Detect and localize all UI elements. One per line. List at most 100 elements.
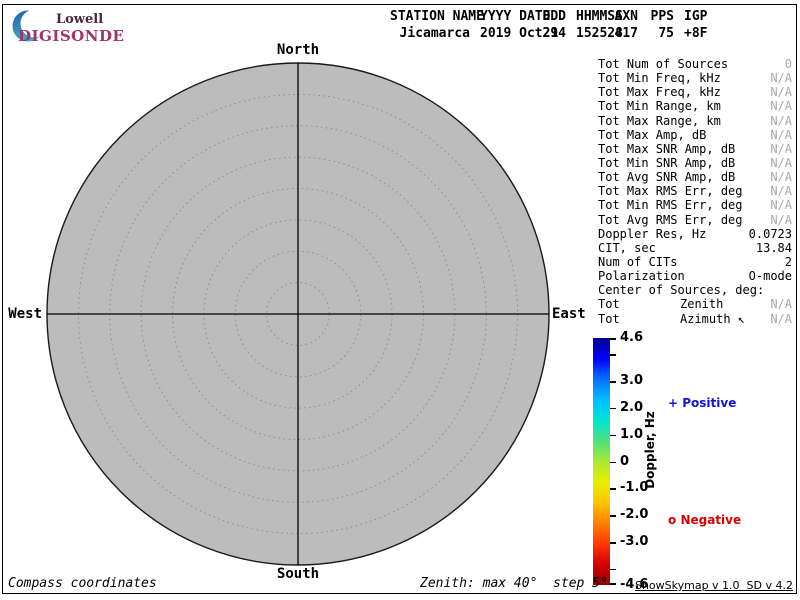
stat-value: 13.84	[755, 240, 792, 255]
stat-label: Tot	[598, 311, 620, 326]
colorbar-tick-label: 4.6	[620, 329, 644, 345]
header-column-value: 152528	[576, 26, 623, 41]
stat-value: N/A	[770, 311, 792, 326]
colorbar-tick	[610, 338, 616, 340]
footer-coordinate-system: Compass coordinates	[8, 576, 157, 591]
stat-value: N/A	[770, 127, 792, 142]
stat-row: Center of Sources, deg:	[598, 283, 792, 297]
stat-label: Doppler Res, Hz	[598, 226, 707, 241]
colorbar-tick-label: 1.0	[620, 426, 644, 442]
colorbar-tick-label: -1.0	[620, 480, 649, 496]
colorbar-tick	[610, 434, 616, 437]
colorbar-tick-label: -3.0	[620, 533, 649, 549]
stat-label: Tot Min Range, km	[598, 99, 721, 114]
stats-panel: Tot Num of Sources 0 Tot Min Freq, kHz N…	[598, 57, 792, 326]
header-column: YYYY DATE 2019 Oct21	[480, 8, 559, 42]
stat-label: Tot Max Freq, kHz	[598, 85, 721, 100]
compass-label-west: West	[8, 306, 42, 322]
crescent-icon	[12, 9, 49, 42]
compass-label-east: East	[552, 306, 586, 322]
colorbar-gradient	[593, 338, 610, 585]
stat-label: Tot Min Freq, kHz	[598, 71, 721, 86]
stat-row: Tot Avg RMS Err, deg N/A	[598, 213, 792, 227]
stat-label: Tot Min SNR Amp, dB	[598, 155, 736, 170]
header-column-label: PPS	[650, 9, 674, 24]
legend-positive: + Positive	[668, 396, 736, 410]
stat-label: Tot Min RMS Err, deg	[598, 198, 743, 213]
logo-lowell-text: Lowell	[56, 12, 104, 27]
stat-label: Polarization	[598, 269, 685, 284]
compass-label-south: South	[276, 566, 320, 582]
header-column-value: 2019 Oct21	[480, 26, 559, 41]
stat-row: Tot Max SNR Amp, dB N/A	[598, 142, 792, 156]
stat-value: 2	[784, 254, 792, 269]
stat-value: 0	[784, 57, 792, 71]
stat-value: N/A	[770, 184, 792, 199]
colorbar-tick	[610, 354, 616, 356]
legend-positive-label: Positive	[682, 396, 737, 410]
header-column-value: +8F	[684, 26, 708, 41]
lowell-digisonde-logo: Lowell DIGISONDE	[10, 7, 130, 47]
stat-label: Center of Sources, deg:	[598, 283, 765, 298]
plus-marker-icon: +	[668, 396, 679, 410]
stat-row: Tot Max RMS Err, deg N/A	[598, 184, 792, 198]
header-column-label: YYYY DATE	[480, 9, 551, 24]
stat-label: Tot Max Range, km	[598, 113, 721, 128]
colorbar-tick	[610, 380, 616, 383]
colorbar-tick-label: -4.6	[620, 576, 649, 592]
header-column-label: DDD	[542, 9, 566, 24]
colorbar-tick-label: 2.0	[620, 399, 644, 415]
stat-row: CIT, sec 13.84	[598, 241, 792, 255]
circle-marker-icon: o	[668, 513, 677, 527]
stat-label: Tot	[598, 297, 620, 312]
stat-row: Tot Zenith N/A	[598, 297, 792, 311]
stat-row: Tot Min Freq, kHz N/A	[598, 71, 792, 85]
stat-row: Tot Max Amp, dB N/A	[598, 128, 792, 142]
colorbar-tick-label: 0	[620, 453, 630, 469]
stat-row: Tot Min SNR Amp, dB N/A	[598, 156, 792, 170]
stat-label: Num of CITs	[598, 254, 678, 269]
stat-row: Tot Azimuth ↖ N/A	[598, 312, 792, 326]
colorbar-tick	[610, 568, 616, 571]
header-column: HHMMSS 152528	[576, 8, 623, 42]
stat-label: Tot Max Amp, dB	[598, 127, 707, 142]
colorbar-tick	[610, 407, 616, 410]
stat-value: N/A	[770, 113, 792, 128]
footer-zenith-range: Zenith: max 40° step 5°	[420, 576, 608, 591]
stat-row: Tot Max Range, km N/A	[598, 114, 792, 128]
skymap-polar-plot	[46, 62, 550, 566]
stat-row: Tot Max Freq, kHz N/A	[598, 85, 792, 99]
logo-digisonde-text: DIGISONDE	[18, 27, 125, 45]
colorbar-tick	[610, 461, 616, 464]
colorbar-tick	[610, 583, 616, 585]
colorbar-tick-label: -2.0	[620, 506, 649, 522]
stat-value: N/A	[770, 141, 792, 156]
header-column-value: Jicamarca	[399, 26, 470, 41]
stat-label: Tot Avg RMS Err, deg	[598, 212, 743, 227]
stat-label: CIT, sec	[598, 240, 656, 255]
header-column: STATION NAME Jicamarca	[390, 8, 484, 42]
header-column-label: STATION NAME	[390, 9, 484, 24]
header-column: PPS 75	[648, 8, 674, 42]
header-column: DDD 294	[516, 8, 566, 42]
stat-row: Tot Min RMS Err, deg N/A	[598, 198, 792, 212]
stat-value: N/A	[770, 85, 792, 100]
header-column-value: 294	[542, 26, 566, 41]
footer-version: ShowSkymap v 1.0 SD v 4.2	[634, 579, 793, 592]
stat-value: N/A	[770, 198, 792, 213]
stat-label: Tot Max SNR Amp, dB	[598, 141, 736, 156]
header-column-label: HHMMSS	[576, 9, 623, 24]
header-column-value: 75	[658, 26, 674, 41]
stat-row: Polarization O-mode	[598, 269, 792, 283]
stat-value: N/A	[770, 99, 792, 114]
stat-row: Tot Min Range, km N/A	[598, 99, 792, 113]
header-column: AXN 417	[612, 8, 638, 42]
stat-label: Tot Avg SNR Amp, dB	[598, 170, 736, 185]
colorbar-axis-label: Doppler, Hz	[643, 411, 657, 489]
stat-sublabel: Zenith	[680, 297, 724, 312]
stat-label: Tot Num of Sources	[598, 57, 729, 71]
compass-label-north: North	[276, 42, 320, 58]
legend-negative-label: Negative	[680, 513, 742, 527]
stat-row: Doppler Res, Hz 0.0723	[598, 227, 792, 241]
legend-negative: o Negative	[668, 513, 741, 527]
